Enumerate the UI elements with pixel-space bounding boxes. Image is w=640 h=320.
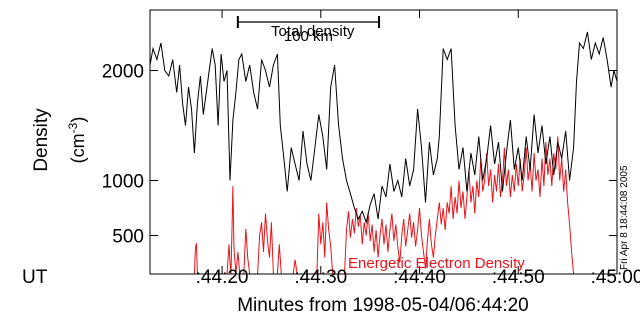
y-axis-unit: (cm-3)	[66, 117, 88, 164]
y-tick-label: 500	[112, 227, 144, 248]
total-density-label: Total density	[271, 23, 355, 40]
x-tick-label: :44:50	[492, 267, 545, 288]
y-tick-label: 2000	[102, 62, 144, 83]
timestamp-label: Fri Apr 8 18:44:08 2005	[619, 165, 630, 270]
y-tick-label: 1000	[102, 172, 144, 193]
scale-bar-label: 100 km	[284, 28, 333, 45]
x-axis-label: Minutes from 1998-05-04/06:44:20	[237, 295, 529, 316]
y-axis-label: Density	[31, 108, 52, 172]
scale-bar: 100 km	[236, 16, 381, 45]
total-density-line	[150, 31, 617, 225]
ut-row-label: UT	[22, 267, 48, 288]
x-tick-label: :44:40	[393, 267, 446, 288]
energetic-electron-density-line	[193, 136, 575, 274]
x-tick-label: :45:00	[591, 267, 640, 288]
x-tick-label: :44:20	[196, 267, 249, 288]
y-axis-unit-base: (cm	[68, 133, 88, 163]
x-tick-label: :44:30	[294, 267, 347, 288]
y-axis-unit-exponent: -3	[66, 122, 80, 133]
plot-frame	[149, 9, 618, 275]
energetic-electron-density-label: Energetic Electron Density	[348, 255, 525, 272]
y-axis-unit-close: )	[68, 117, 88, 123]
